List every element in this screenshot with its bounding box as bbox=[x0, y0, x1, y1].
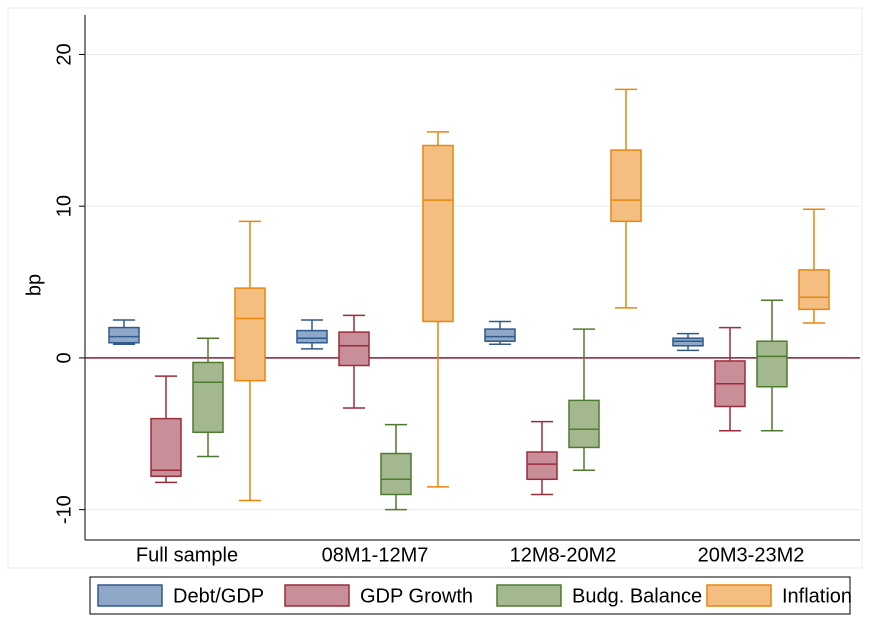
box bbox=[756, 340, 788, 388]
legend-label: Inflation bbox=[782, 585, 852, 607]
y-tick-label: 20 bbox=[53, 43, 75, 65]
x-tick-label: 20M3-23M2 bbox=[698, 544, 805, 566]
box bbox=[610, 149, 642, 223]
y-tick-label: -10 bbox=[53, 495, 75, 524]
box bbox=[338, 331, 370, 367]
box bbox=[526, 451, 558, 481]
y-tick-label: 10 bbox=[53, 195, 75, 217]
legend-label: Budg. Balance bbox=[572, 585, 702, 607]
y-axis-label: bp bbox=[23, 274, 45, 296]
box bbox=[672, 337, 704, 347]
legend-label: Debt/GDP bbox=[173, 585, 264, 607]
legend-label: GDP Growth bbox=[360, 585, 473, 607]
box bbox=[798, 269, 830, 311]
box bbox=[380, 452, 412, 496]
box bbox=[192, 361, 224, 434]
box bbox=[234, 287, 266, 382]
x-tick-label: 12M8-20M2 bbox=[510, 544, 617, 566]
x-tick-label: 08M1-12M7 bbox=[322, 544, 429, 566]
legend-swatch bbox=[284, 584, 350, 607]
y-tick-label: 0 bbox=[53, 352, 75, 363]
legend-swatch bbox=[706, 584, 772, 607]
box bbox=[150, 417, 182, 478]
box bbox=[108, 326, 140, 344]
box bbox=[422, 144, 454, 323]
legend-swatch bbox=[496, 584, 562, 607]
x-tick-label: Full sample bbox=[136, 544, 238, 566]
box bbox=[568, 399, 600, 449]
legend-swatch bbox=[97, 584, 163, 607]
box bbox=[296, 329, 328, 344]
plot-frame bbox=[7, 7, 863, 569]
box bbox=[484, 328, 516, 342]
